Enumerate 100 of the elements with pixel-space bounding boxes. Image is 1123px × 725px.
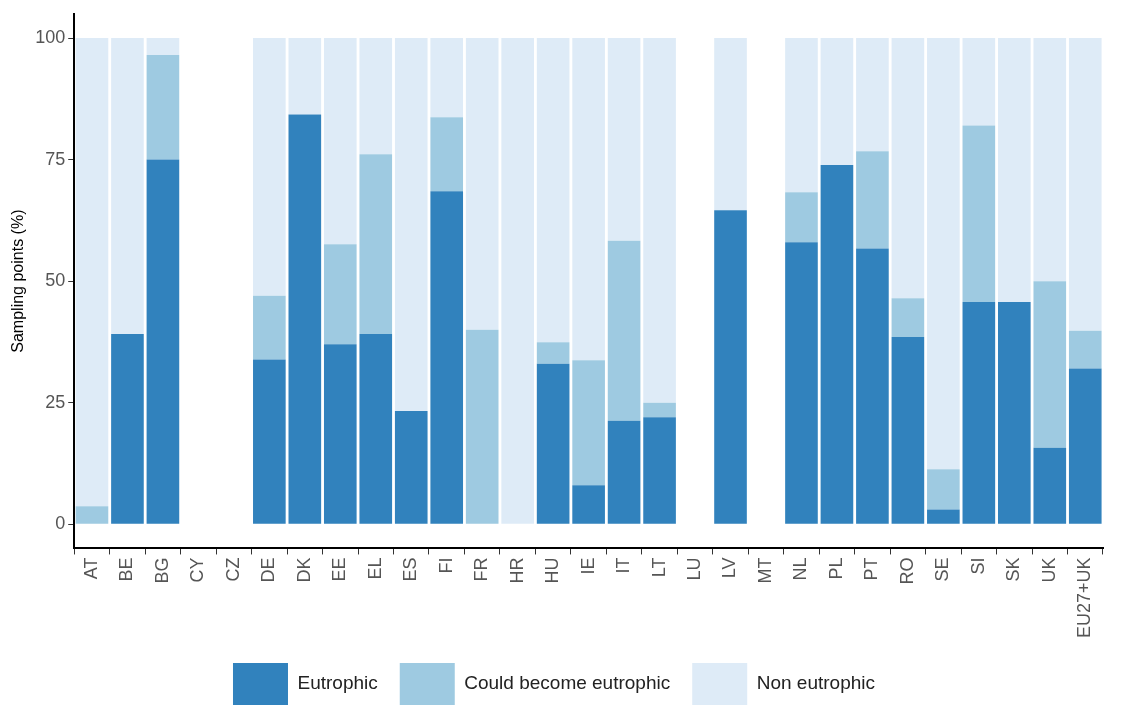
x-tick-label: HU [542,557,563,584]
bar [998,302,1031,524]
bar [146,55,180,160]
bar [572,360,605,486]
bar [501,38,534,524]
bar [253,38,286,296]
bar [146,159,180,524]
y-tick-label: 25 [45,391,66,412]
bar [536,38,570,343]
bar [323,344,357,524]
bar [1033,447,1067,524]
bar [927,38,960,470]
bar [536,342,570,364]
bar [785,242,818,524]
bar [714,210,747,524]
bar [253,359,286,524]
x-tick-label: NL [790,557,811,581]
bar [359,154,393,335]
bar [856,151,889,249]
x-tick-label: DK [293,557,314,583]
x-tick-label: LV [719,557,740,579]
y-tick-label: 100 [35,27,66,48]
x-tick-label: SI [967,557,988,575]
x-tick-label: ES [400,557,421,582]
bar [1033,38,1067,282]
bar [1068,368,1102,524]
bar [962,38,996,126]
legend-label: Could become eutrophic [464,672,671,694]
x-tick-label: AT [80,557,101,580]
bar [430,117,464,192]
bar [359,334,393,524]
x-tick-label: IT [613,557,634,574]
bar [785,38,818,193]
x-tick-label: EL [364,557,385,580]
bar [430,38,464,118]
x-tick-label: HR [506,557,527,584]
bar [643,417,676,524]
y-axis-title: Sampling points (%) [9,209,27,353]
bar [111,334,144,524]
bar [430,191,464,524]
bar [714,38,747,211]
x-tick-label: MT [754,557,775,584]
bar [820,164,854,524]
bar [146,38,180,56]
x-tick-label: UK [1038,557,1059,583]
bar [465,329,499,524]
y-tick-label: 50 [45,270,66,291]
bar [288,38,322,115]
legend-label: Eutrophic [297,672,378,694]
bar [962,125,996,303]
bar [891,38,925,299]
bar [927,469,960,510]
bar [856,248,889,524]
bar [607,38,641,241]
y-tick-label: 0 [55,513,66,534]
bar [643,38,676,403]
bar [253,295,286,360]
y-tick-label: 75 [45,148,66,169]
bar [643,402,676,418]
bar [607,420,641,524]
bar [927,509,960,524]
bar [820,38,854,165]
bar [323,244,357,345]
bar [75,38,109,507]
bar [323,38,357,245]
bar [288,114,322,524]
bar [394,38,428,411]
x-tick-label: IE [577,557,598,575]
x-tick-label: CY [187,557,208,583]
bar [572,485,605,524]
x-tick-label: SE [932,557,953,582]
bar [359,38,393,155]
bar [536,363,570,524]
x-tick-label: PL [825,557,846,580]
legend-label: Non eutrophic [756,672,876,694]
x-tick-label: BG [151,557,172,584]
bar [1068,38,1102,331]
bar [607,240,641,421]
bar [1068,330,1102,369]
x-tick-label: BE [116,557,137,582]
bar [891,298,925,338]
bar [785,192,818,243]
x-tick-label: DE [258,557,279,583]
x-tick-label: FR [471,557,492,582]
x-tick-label: EU27+UK [1074,557,1095,638]
x-tick-label: LU [684,557,705,581]
bar [856,38,889,152]
x-tick-label: SK [1003,557,1024,582]
x-tick-label: EE [329,557,350,582]
bar [1033,281,1067,448]
bar [891,337,925,524]
x-tick-label: RO [896,557,917,585]
bar [572,38,605,361]
bar [465,38,499,330]
bar [998,38,1031,303]
x-tick-label: PT [861,557,882,581]
bar [111,38,144,335]
x-tick-label: LT [648,557,669,578]
x-tick-label: FI [435,557,456,574]
bar [962,302,996,524]
